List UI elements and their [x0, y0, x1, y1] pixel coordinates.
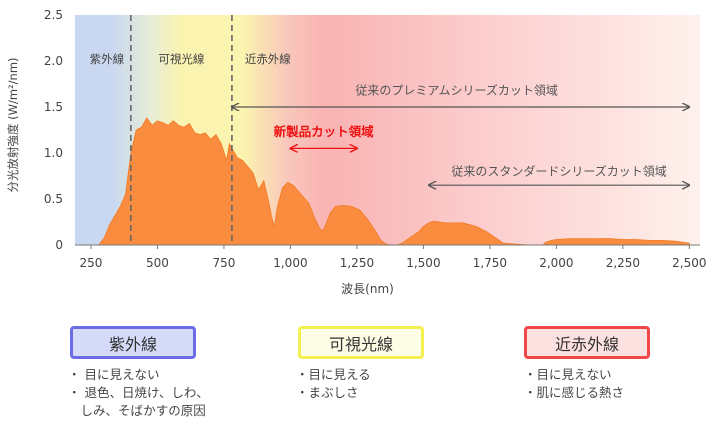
y-tick-label: 0 — [55, 238, 63, 252]
y-tick-label: 1.5 — [44, 100, 63, 114]
x-axis-title: 波長(nm) — [341, 282, 394, 296]
x-tick-label: 250 — [80, 256, 103, 270]
y-tick-label: 1.0 — [44, 146, 63, 160]
y-tick-label: 2.0 — [44, 54, 63, 68]
legend-ir-note: ・目に見えない — [524, 367, 612, 382]
x-tick-label: 2,000 — [539, 256, 573, 270]
legend-uv-note: ・ 退色、日焼け、しわ、 — [68, 385, 209, 400]
legend-ir-note: ・肌に感じる熱さ — [524, 385, 625, 400]
annotation-label: 新製品カット領域 — [274, 124, 375, 139]
annotation-label: 従来のスタンダードシリーズカット領域 — [451, 163, 666, 178]
y-tick-label: 0.5 — [44, 192, 63, 206]
legend-uv-note: ・ 目に見えない — [68, 367, 160, 382]
legend-uv-title: 紫外線 — [108, 334, 157, 354]
x-tick-label: 2,500 — [672, 256, 706, 270]
x-tick-label: 1,250 — [340, 256, 374, 270]
x-tick-label: 750 — [212, 256, 235, 270]
region-label: 近赤外線 — [245, 52, 291, 66]
legend-visible-title: 可視光線 — [328, 334, 393, 354]
x-tick-label: 1,000 — [273, 256, 307, 270]
legend-ir-notes: ・目に見えない ・肌に感じる熱さ — [524, 366, 624, 402]
region-label: 可視光線 — [158, 52, 204, 66]
legend-visible-box: 可視光線 — [298, 326, 424, 359]
legend-ir-title: 近赤外線 — [554, 334, 619, 354]
spectrum-chart: 紫外線 可視光線 近赤外線従来のプレミアムシリーズカット領域新製品カット領域従来のス… — [6, 8, 707, 296]
x-tick-label: 2,250 — [606, 256, 640, 270]
legend-ir-box: 近赤外線 — [524, 326, 650, 359]
annotation-label: 従来のプレミアムシリーズカット領域 — [355, 82, 558, 97]
region-label: 紫外線 — [90, 52, 125, 66]
legend-uv-note: しみ、そばかすの原因 — [68, 403, 206, 418]
legend-visible-notes: ・目に見える ・まぶしさ — [296, 366, 371, 402]
legend-uv-notes: ・ 目に見えない ・ 退色、日焼け、しわ、 しみ、そばかすの原因 — [68, 366, 209, 420]
x-tick-label: 1,500 — [406, 256, 440, 270]
y-tick-label: 2.5 — [44, 8, 63, 22]
x-tick-label: 1,750 — [473, 256, 507, 270]
y-axis-title: 分光放射強度 (W/m²/nm) — [6, 57, 20, 192]
legend-visible-note: ・まぶしさ — [296, 385, 359, 400]
legend-visible-note: ・目に見える — [296, 367, 371, 382]
legend-uv-box: 紫外線 — [70, 326, 196, 359]
x-tick-label: 500 — [146, 256, 169, 270]
